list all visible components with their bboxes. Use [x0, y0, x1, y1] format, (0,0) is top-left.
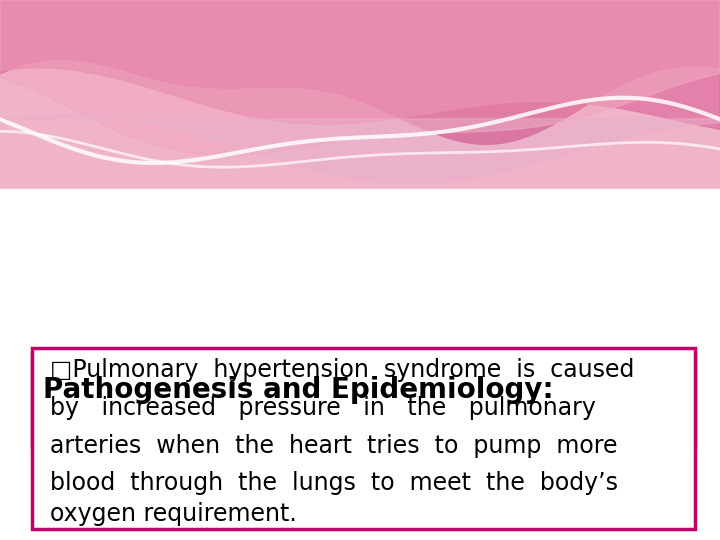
Text: by   increased   pressure   in   the   pulmonary: by increased pressure in the pulmonary — [50, 396, 596, 420]
FancyBboxPatch shape — [32, 354, 695, 445]
Text: Pathogenesis and Epidemiology:: Pathogenesis and Epidemiology: — [43, 376, 554, 404]
Text: arteries  when  the  heart  tries  to  pump  more: arteries when the heart tries to pump mo… — [50, 434, 618, 457]
Bar — [0, 0, 720, 189]
FancyBboxPatch shape — [32, 348, 695, 529]
Bar — [0, 189, 720, 540]
Text: blood  through  the  lungs  to  meet  the  body’s: blood through the lungs to meet the body… — [50, 471, 618, 495]
Text: □Pulmonary  hypertension  syndrome  is  caused: □Pulmonary hypertension syndrome is caus… — [50, 358, 635, 382]
Text: oxygen requirement.: oxygen requirement. — [50, 502, 297, 526]
